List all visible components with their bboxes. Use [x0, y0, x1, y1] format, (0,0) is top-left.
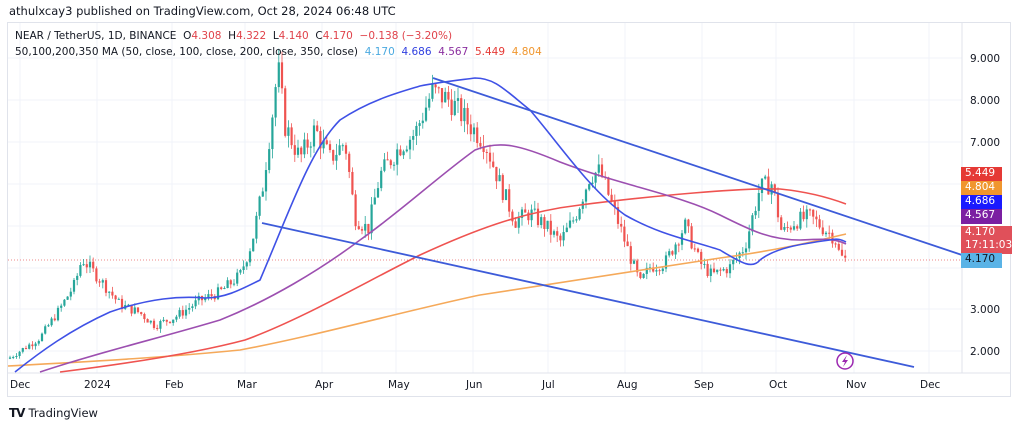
time-tick: Dec	[920, 379, 941, 391]
upper-trendline[interactable]	[432, 77, 963, 256]
tradingview-logo[interactable]: TV TradingView	[9, 406, 98, 420]
time-axis[interactable]: Dec 2024 Feb Mar Apr May Jun Jul Aug Sep…	[10, 379, 941, 391]
time-tick: Apr	[315, 379, 334, 391]
ma-value-350: 4.804	[511, 46, 542, 58]
ma50-price-tag: 4.686	[961, 195, 1002, 209]
low-value: 4.140	[278, 30, 309, 42]
bar-countdown: 17:11:03	[965, 239, 1013, 251]
low-label: L	[272, 30, 279, 42]
price-axis[interactable]: 9.000 8.000 7.000 3.000 2.000	[970, 53, 1000, 358]
time-tick: Sep	[694, 379, 714, 391]
candlesticks	[8, 48, 847, 360]
time-tick: Jun	[465, 379, 482, 391]
time-tick: Dec	[10, 379, 31, 391]
price-tick: 2.000	[970, 346, 1000, 358]
change-value: −0.138 (−3.20%)	[359, 30, 453, 42]
chart-legend: NEAR / TetherUS, 1D, BINANCE O4.308 H4.3…	[15, 28, 542, 60]
ma350-price-tag: 4.804	[961, 181, 1002, 195]
open-value: 4.308	[191, 30, 222, 42]
price-tick: 7.000	[970, 137, 1000, 149]
current-ma-price-tag: 4.170	[961, 253, 1002, 268]
ma-row: 50,100,200,350 MA (50, close, 100, close…	[15, 44, 542, 60]
ma350-line	[7, 233, 847, 367]
lightning-icon[interactable]	[836, 352, 854, 370]
time-tick: Aug	[617, 379, 638, 391]
ma50-line	[14, 77, 847, 373]
ma100-price-tag: 4.567	[961, 209, 1002, 224]
ma-value-100: 4.567	[438, 46, 469, 58]
last-price-tag: 4.170 17:11:03	[961, 226, 1012, 254]
ma200-price-tag: 5.449	[961, 167, 1002, 181]
tradingview-logo-icon: TV	[9, 406, 26, 420]
ma-value-50: 4.686	[401, 46, 432, 58]
symbol-name: NEAR / TetherUS, 1D, BINANCE	[15, 30, 177, 42]
close-value: 4.170	[322, 30, 353, 42]
lower-trendline[interactable]	[261, 222, 915, 368]
close-label: C	[315, 30, 323, 42]
chart-frame[interactable]	[7, 22, 1011, 397]
ma-value-200: 5.449	[474, 46, 505, 58]
price-tick: 3.000	[970, 304, 1000, 316]
publisher-line: athulxcay3 published on TradingView.com,…	[9, 4, 396, 18]
open-label: O	[183, 30, 192, 42]
tradingview-logo-text: TradingView	[28, 406, 98, 420]
ma-title: 50,100,200,350 MA (50, close, 100, close…	[15, 46, 358, 58]
high-label: H	[228, 30, 237, 42]
last-price-value: 4.170	[965, 226, 996, 238]
time-tick: Feb	[165, 379, 184, 391]
high-value: 4.322	[236, 30, 267, 42]
time-tick: May	[388, 379, 410, 391]
time-tick: Mar	[237, 379, 257, 391]
ma-value-current: 4.170	[364, 46, 395, 58]
time-tick: 2024	[84, 379, 111, 391]
price-tick: 9.000	[970, 53, 1000, 65]
time-tick: Jul	[541, 379, 555, 391]
symbol-row: NEAR / TetherUS, 1D, BINANCE O4.308 H4.3…	[15, 28, 542, 44]
price-tick: 8.000	[970, 95, 1000, 107]
ma100-line	[39, 144, 847, 373]
ma200-line	[59, 188, 847, 373]
time-tick: Nov	[846, 379, 867, 391]
time-tick: Oct	[769, 379, 787, 391]
